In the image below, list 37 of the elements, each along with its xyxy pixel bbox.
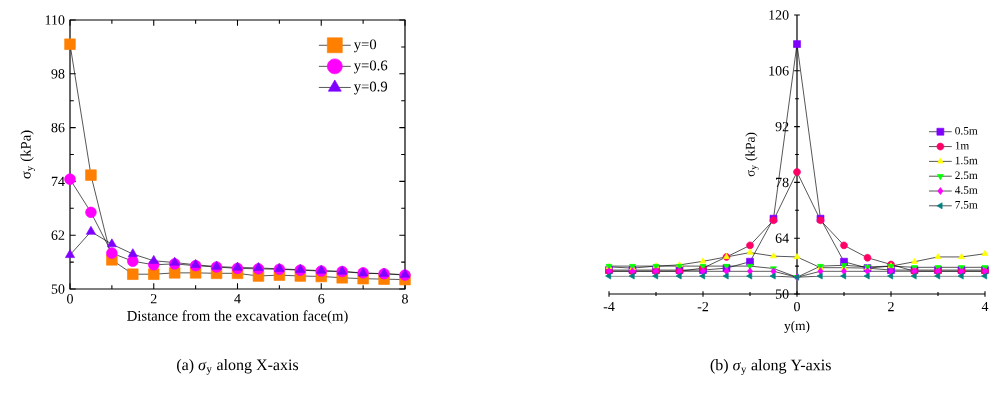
legend-label: 1.5m <box>955 156 978 165</box>
y-tick-label: 98 <box>51 69 65 79</box>
y-axis-title: σ$_{y}$ (kPa) <box>745 132 759 177</box>
y-tick-label: 92 <box>775 121 789 132</box>
y-tick-label: 50 <box>775 289 789 299</box>
x-tick-label: -2 <box>697 301 709 312</box>
x-tick-label: -4 <box>603 301 615 312</box>
y-tick-label: 50 <box>51 284 65 294</box>
y-tick-label: 86 <box>51 122 65 133</box>
legend-label: 4.5m <box>954 186 978 194</box>
text: (b) σ$_{y}$ along Y-axis <box>710 359 831 375</box>
x-tick-label: 6 <box>318 294 325 304</box>
y-tick-label: 120 <box>769 10 789 20</box>
legend-label: y=0 <box>353 39 377 53</box>
text: (a) σ$_{y}$ along X-axis <box>177 358 299 375</box>
legend-label: 1m <box>955 141 970 150</box>
y-tick-label: 62 <box>51 230 65 240</box>
x-tick-label: 8 <box>402 294 408 304</box>
y-tick-label: 106 <box>769 66 789 76</box>
x-axis-title: Distance from the excavation face(m) <box>127 310 348 324</box>
legend-label: 7.5m <box>955 201 978 209</box>
x-tick-label: 2 <box>888 301 894 312</box>
y-tick-label: 110 <box>45 15 65 25</box>
x-tick-label: 0 <box>67 294 73 304</box>
x-tick-label: 4 <box>981 301 989 312</box>
y-axis-title: σ$_{y}$ (kPa) <box>20 130 35 179</box>
legend-label: y=0.6 <box>353 60 388 74</box>
legend-label: 0.5m <box>955 126 978 135</box>
x-tick-label: 2 <box>150 294 157 304</box>
legend-label: y=0.9 <box>353 81 388 95</box>
y-tick-label: 64 <box>775 233 789 243</box>
legend-label: 2.5m <box>955 171 978 180</box>
x-axis-title: y(m) <box>784 320 810 333</box>
y-tick-label: 78 <box>776 177 789 188</box>
y-tick-label: 74 <box>51 176 65 187</box>
x-tick-label: 0 <box>794 301 800 312</box>
x-tick-label: 4 <box>234 294 241 304</box>
